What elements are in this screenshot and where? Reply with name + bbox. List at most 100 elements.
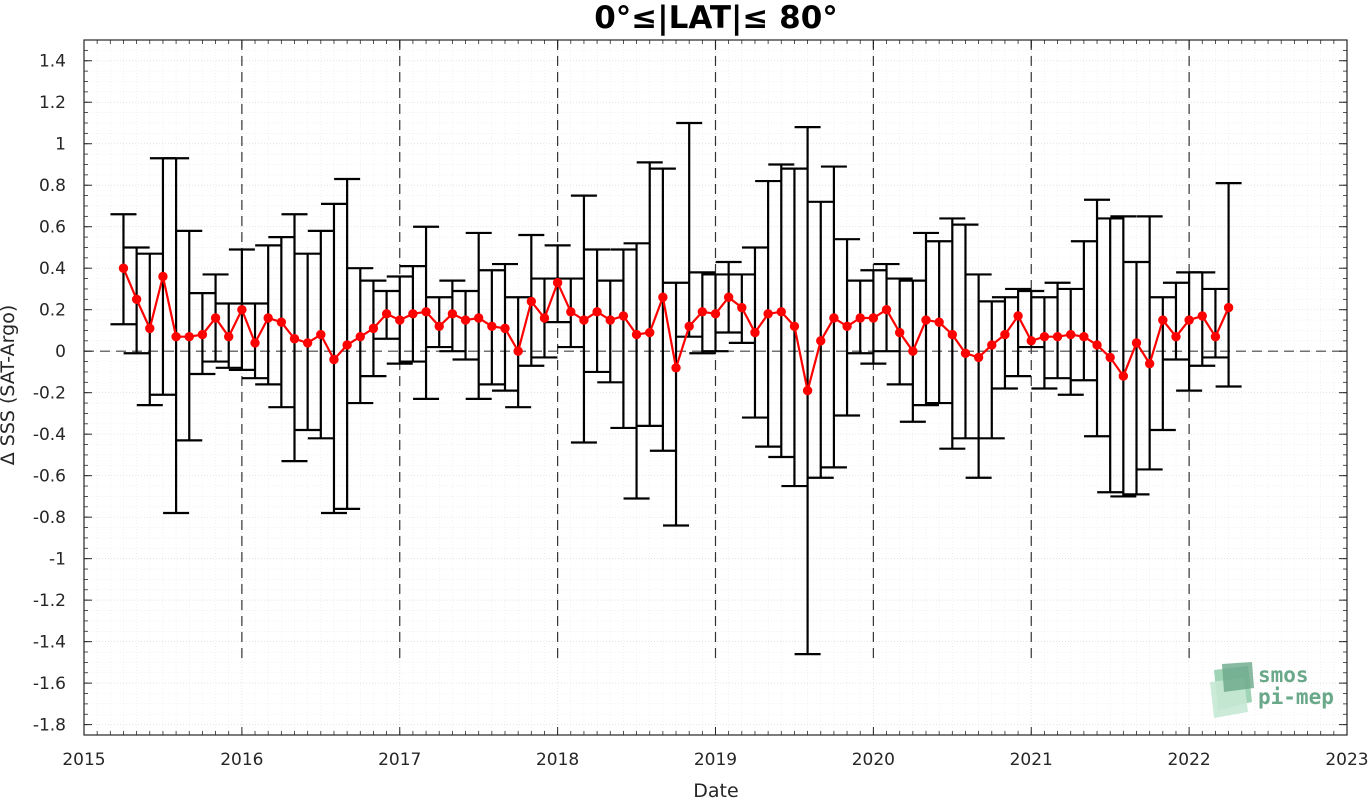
data-point xyxy=(816,336,826,346)
y-tick-label: -1 xyxy=(49,550,66,570)
data-point xyxy=(381,309,392,319)
data-point xyxy=(658,292,668,302)
y-tick-label: 0.4 xyxy=(39,259,66,279)
data-point xyxy=(184,331,194,342)
data-point xyxy=(1171,331,1181,342)
data-point xyxy=(368,323,379,334)
data-point xyxy=(197,329,208,340)
data-points xyxy=(118,263,1234,396)
y-tick-label: -1.8 xyxy=(33,716,66,736)
chart-title: 0°≤|LAT|≤ 80° xyxy=(594,0,838,36)
data-point xyxy=(1197,311,1207,321)
data-point xyxy=(737,302,747,313)
data-point xyxy=(881,305,892,315)
data-point xyxy=(1158,315,1168,325)
data-point xyxy=(237,305,247,315)
data-point xyxy=(763,309,773,319)
data-point xyxy=(723,292,734,302)
data-point xyxy=(776,307,786,317)
data-point xyxy=(408,309,418,319)
data-point xyxy=(289,334,300,344)
data-point xyxy=(118,263,129,273)
y-tick-label: 0.2 xyxy=(39,301,66,321)
data-point xyxy=(921,315,931,325)
data-point xyxy=(145,323,155,334)
x-axis-label: Date xyxy=(693,780,738,799)
data-point xyxy=(934,317,944,327)
y-tick-label: -0.6 xyxy=(33,467,66,487)
data-point xyxy=(697,307,708,317)
data-point xyxy=(592,307,602,317)
data-point xyxy=(1223,302,1234,313)
data-point xyxy=(500,323,510,334)
x-tick-label: 2019 xyxy=(694,750,737,770)
data-point xyxy=(750,327,760,338)
data-point xyxy=(1000,329,1010,340)
data-point xyxy=(316,329,326,340)
data-point xyxy=(158,271,168,282)
data-point xyxy=(473,313,484,323)
data-point xyxy=(224,331,234,342)
data-point xyxy=(829,313,839,323)
axis-ticks xyxy=(83,39,1348,736)
x-tick-labels: 2015 2016 2017 2018 2019 2020 2021 2022 2023 xyxy=(62,750,1368,770)
data-point xyxy=(960,348,971,358)
y-tick-label: 1.4 xyxy=(39,52,66,72)
logo-text-smos: smos xyxy=(1258,663,1309,687)
data-point xyxy=(894,327,905,338)
data-point xyxy=(1131,338,1142,348)
x-tick-label: 2023 xyxy=(1325,750,1368,770)
x-tick-label: 2016 xyxy=(220,750,263,770)
logo-mark-icon xyxy=(1210,662,1254,718)
y-tick-label: 0 xyxy=(55,342,66,362)
data-point xyxy=(395,315,405,325)
data-point xyxy=(973,352,984,363)
data-point xyxy=(1118,371,1129,381)
data-point xyxy=(1026,336,1036,346)
x-tick-label: 2015 xyxy=(62,750,105,770)
x-tick-label: 2018 xyxy=(536,750,579,770)
data-point xyxy=(539,313,550,323)
data-point xyxy=(1092,340,1102,350)
data-point xyxy=(487,321,497,331)
data-point xyxy=(842,321,852,331)
data-point xyxy=(526,296,537,307)
smos-pi-mep-logo: smos pi-mep xyxy=(1208,660,1348,720)
data-point xyxy=(645,327,655,338)
data-point xyxy=(1144,358,1155,369)
y-axis-label: Δ SSS (SAT-Argo) xyxy=(0,305,19,465)
data-point xyxy=(329,354,339,365)
data-point xyxy=(908,346,918,356)
data-point xyxy=(171,331,181,342)
data-point xyxy=(1105,352,1115,363)
x-tick-label: 2017 xyxy=(378,750,421,770)
data-point xyxy=(802,385,813,396)
data-point xyxy=(302,338,313,348)
y-tick-labels: -1.8 -1.6 -1.4 -1.2 -1 -0.8 -0.6 -0.4 -0.2 0 0.2 0.… xyxy=(33,52,66,736)
data-point xyxy=(710,309,721,319)
data-point xyxy=(447,309,458,319)
data-point xyxy=(1013,311,1023,321)
data-point xyxy=(552,278,563,288)
y-tick-label: -0.4 xyxy=(33,425,66,445)
plot-box xyxy=(83,39,1348,736)
y-tick-label: 1.2 xyxy=(39,93,66,113)
y-tick-label: -1.4 xyxy=(33,633,66,653)
data-point xyxy=(1079,331,1089,342)
y-tick-label: -0.2 xyxy=(33,384,66,404)
y-tick-label: 0.8 xyxy=(39,176,66,196)
data-point xyxy=(263,313,273,323)
data-point xyxy=(421,307,431,317)
y-tick-label: -1.6 xyxy=(33,674,66,694)
data-point xyxy=(684,321,694,331)
data-point xyxy=(605,315,615,325)
data-point xyxy=(855,313,865,323)
data-point xyxy=(434,321,444,331)
data-point xyxy=(460,315,471,325)
data-point xyxy=(947,329,958,340)
data-point xyxy=(1210,331,1221,342)
data-point xyxy=(250,338,260,348)
data-point xyxy=(566,307,576,317)
data-point xyxy=(1184,315,1194,325)
